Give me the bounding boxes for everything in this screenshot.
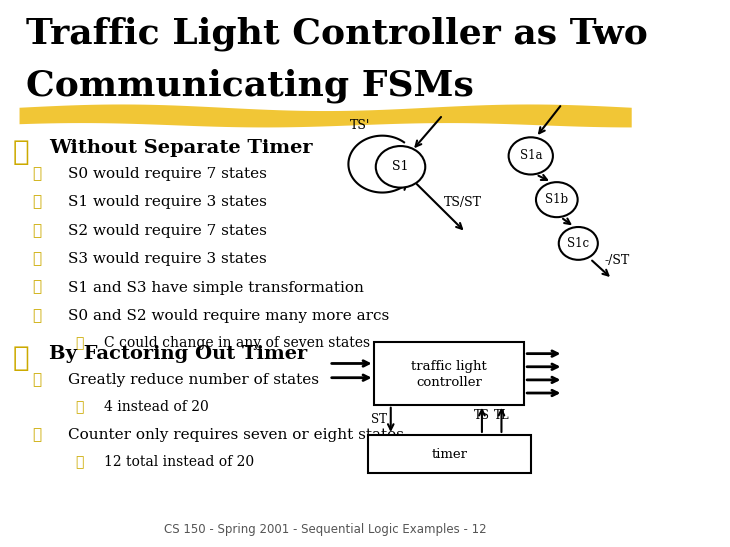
Text: controller: controller bbox=[416, 376, 483, 388]
Text: Without Separate Timer: Without Separate Timer bbox=[49, 139, 312, 158]
Polygon shape bbox=[20, 104, 631, 127]
Text: TS/ST: TS/ST bbox=[444, 196, 482, 209]
Text: ☒: ☒ bbox=[33, 373, 42, 387]
FancyBboxPatch shape bbox=[368, 435, 531, 473]
Text: ☒: ☒ bbox=[33, 252, 42, 266]
Text: ✂: ✂ bbox=[13, 139, 30, 166]
Text: ☒: ☒ bbox=[33, 195, 42, 210]
Text: TS': TS' bbox=[350, 119, 370, 132]
Text: S1 and S3 have simple transformation: S1 and S3 have simple transformation bbox=[69, 281, 364, 295]
Text: ☒: ☒ bbox=[33, 309, 42, 323]
Text: ☒: ☒ bbox=[33, 167, 42, 181]
Text: ☒: ☒ bbox=[75, 400, 83, 415]
Circle shape bbox=[376, 146, 426, 188]
Circle shape bbox=[509, 137, 553, 174]
Text: S1a: S1a bbox=[520, 149, 542, 162]
Text: ST: ST bbox=[372, 414, 388, 426]
Text: ☒: ☒ bbox=[33, 428, 42, 442]
Text: CS 150 - Spring 2001 - Sequential Logic Examples - 12: CS 150 - Spring 2001 - Sequential Logic … bbox=[164, 523, 487, 536]
Text: ☒: ☒ bbox=[33, 281, 42, 295]
Text: ☒: ☒ bbox=[33, 224, 42, 238]
Text: S1: S1 bbox=[392, 160, 409, 173]
Text: ☒: ☒ bbox=[75, 336, 83, 351]
Text: TS: TS bbox=[474, 409, 490, 422]
Text: By Factoring Out Timer: By Factoring Out Timer bbox=[49, 345, 307, 363]
Text: S2 would require 7 states: S2 would require 7 states bbox=[69, 224, 267, 238]
Text: -/ST: -/ST bbox=[604, 254, 629, 267]
Text: Traffic Light Controller as Two: Traffic Light Controller as Two bbox=[26, 16, 648, 51]
Text: S3 would require 3 states: S3 would require 3 states bbox=[69, 252, 267, 266]
Text: S1c: S1c bbox=[567, 237, 589, 250]
Text: Communicating FSMs: Communicating FSMs bbox=[26, 68, 474, 103]
Text: C could change in any of seven states: C could change in any of seven states bbox=[104, 336, 370, 351]
Text: timer: timer bbox=[431, 447, 467, 461]
Text: traffic light: traffic light bbox=[412, 360, 487, 373]
Text: ✂: ✂ bbox=[13, 345, 30, 371]
FancyBboxPatch shape bbox=[374, 342, 524, 405]
Circle shape bbox=[558, 227, 598, 260]
Text: S0 would require 7 states: S0 would require 7 states bbox=[69, 167, 267, 181]
Text: Greatly reduce number of states: Greatly reduce number of states bbox=[69, 373, 320, 387]
Text: ☒: ☒ bbox=[75, 455, 83, 469]
Circle shape bbox=[536, 182, 577, 217]
Text: S0 and S2 would require many more arcs: S0 and S2 would require many more arcs bbox=[69, 309, 390, 323]
Text: 12 total instead of 20: 12 total instead of 20 bbox=[104, 455, 254, 469]
Text: 4 instead of 20: 4 instead of 20 bbox=[104, 400, 209, 415]
Text: S1 would require 3 states: S1 would require 3 states bbox=[69, 195, 267, 210]
Text: Counter only requires seven or eight states: Counter only requires seven or eight sta… bbox=[69, 428, 404, 442]
Text: TL: TL bbox=[493, 409, 510, 422]
Text: S1b: S1b bbox=[545, 193, 569, 206]
